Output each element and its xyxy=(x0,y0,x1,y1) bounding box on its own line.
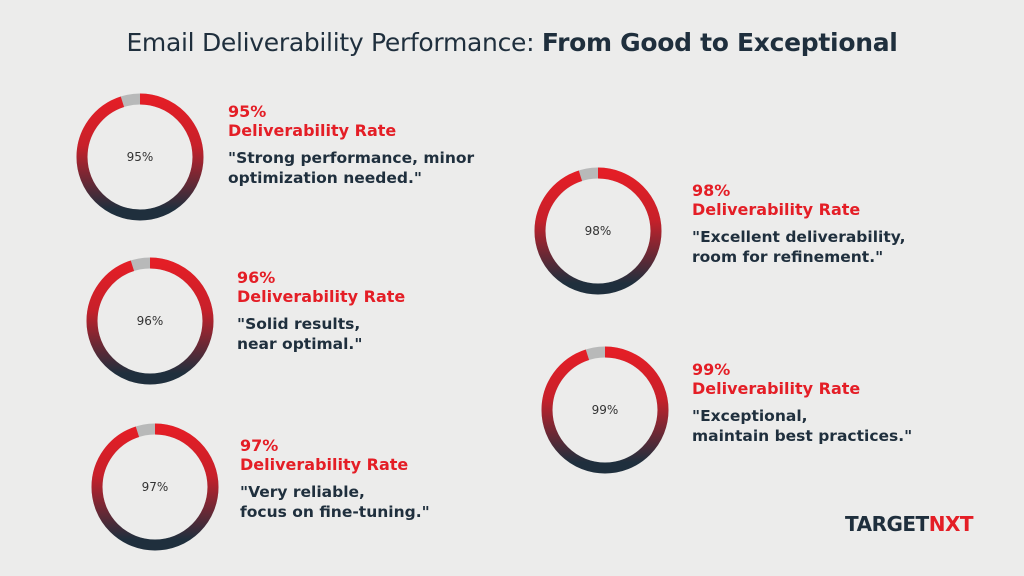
rate-info: 96% Deliverability Rate "Solid results, ne… xyxy=(237,268,405,354)
rate-label: Deliverability Rate xyxy=(228,121,397,140)
rate-info: 98% Deliverability Rate "Excellent deliver… xyxy=(692,181,906,267)
rate-quote: "Solid results, near optimal." xyxy=(237,315,363,353)
donut-value-arc xyxy=(86,257,214,385)
rate-info: 97% Deliverability Rate "Very reliable, fo… xyxy=(240,436,430,522)
rate-percent: 95% xyxy=(228,102,267,121)
logo-part1: TARGET xyxy=(845,512,929,536)
donut-chart: 98% xyxy=(534,167,662,295)
rate-percent: 97% xyxy=(240,436,279,455)
donut-chart: 96% xyxy=(86,257,214,385)
page-title: Email Deliverability Performance: From G… xyxy=(0,28,1024,57)
targetnxt-logo: TARGETNXT xyxy=(845,512,974,536)
donut-center-label: 99% xyxy=(592,403,619,417)
donut-chart: 97% xyxy=(91,423,219,551)
donut-center-label: 98% xyxy=(585,224,612,238)
donut-chart: 99% xyxy=(541,346,669,474)
rate-percent: 96% xyxy=(237,268,276,287)
title-bold: From Good to Exceptional xyxy=(541,28,898,57)
rate-quote: "Strong performance, minor optimization … xyxy=(228,149,475,187)
title-regular: Email Deliverability Performance: xyxy=(126,28,542,57)
donut-center-label: 96% xyxy=(137,314,164,328)
rate-label: Deliverability Rate xyxy=(237,287,406,306)
donut-value-arc xyxy=(76,93,204,221)
logo-part2: NXT xyxy=(928,512,974,536)
donut-value-arc xyxy=(534,167,662,295)
rate-quote: "Excellent deliverability, room for refi… xyxy=(692,228,906,266)
rate-percent: 99% xyxy=(692,360,731,379)
rate-label: Deliverability Rate xyxy=(240,455,409,474)
rate-label: Deliverability Rate xyxy=(692,200,861,219)
donut-value-arc xyxy=(541,346,669,474)
donut-chart: 95% xyxy=(76,93,204,221)
rate-label: Deliverability Rate xyxy=(692,379,861,398)
donut-center-label: 95% xyxy=(127,150,154,164)
rate-info: 99% Deliverability Rate "Exceptional, main… xyxy=(692,360,912,446)
donut-value-arc xyxy=(91,423,219,551)
donut-center-label: 97% xyxy=(142,480,169,494)
rate-info: 95% Deliverability Rate "Strong performanc… xyxy=(228,102,474,188)
rate-percent: 98% xyxy=(692,181,731,200)
rate-quote: "Exceptional, maintain best practices." xyxy=(692,407,913,445)
rate-quote: "Very reliable, focus on fine-tuning." xyxy=(240,483,430,521)
